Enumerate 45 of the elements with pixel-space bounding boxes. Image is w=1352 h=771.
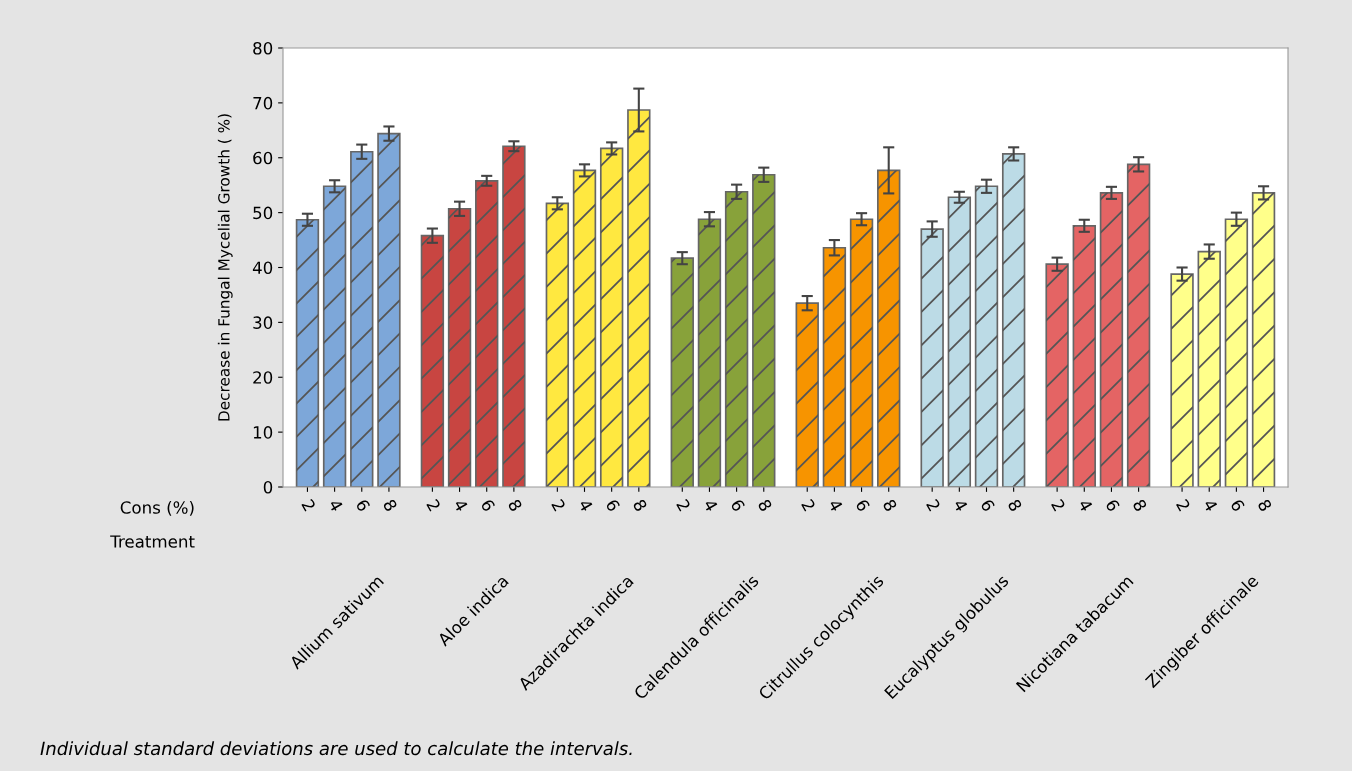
x-tick-label: 6: [355, 498, 371, 513]
y-axis-title: Decrease in Fungal Mycelial Growth ( %): [217, 114, 233, 421]
y-tick-label: 20: [253, 371, 273, 384]
text: Cons (%): [120, 500, 194, 516]
text: Treatment: [110, 535, 195, 548]
x-tick-label: 6: [480, 498, 496, 513]
x-tick-label: 4: [1078, 498, 1094, 513]
x-tick-label: 8: [757, 498, 773, 513]
x-tick-label: 4: [328, 498, 344, 513]
x-tick-label: 6: [1105, 498, 1121, 513]
y-tick-label: 50: [253, 206, 273, 220]
x-tick-label: 2: [926, 498, 941, 512]
x-tick-label: 2: [676, 498, 691, 512]
x-tick-label: 4: [703, 498, 719, 513]
y-tick-label: 60: [253, 151, 273, 165]
x-tick-label: 4: [828, 498, 844, 513]
x-tick-label: 2: [551, 498, 566, 512]
x-tick-label: 8: [507, 498, 523, 513]
x-tick-label: 6: [605, 498, 621, 513]
x-tick-label: 8: [632, 498, 648, 513]
y-tick-label: 0: [263, 480, 273, 494]
x-tick-label: 2: [426, 498, 441, 512]
y-tick-label: 40: [252, 261, 273, 275]
x-tick-label: 2: [1176, 498, 1191, 512]
y-tick-label: 10: [253, 426, 273, 439]
x-tick-label: 4: [953, 498, 969, 513]
x-tick-label: 8: [382, 498, 398, 513]
x-tick-label: 4: [453, 498, 469, 513]
y-tick-label: 30: [253, 316, 273, 329]
x-tick-label: 8: [882, 498, 898, 513]
x-tick-label: 6: [1230, 498, 1246, 513]
x-tick-label: 2: [1051, 498, 1066, 512]
x-tick-label: 6: [855, 498, 871, 513]
y-tick-label: 70: [253, 96, 273, 110]
x-tick-label: 8: [1007, 498, 1023, 513]
x-tick-label: 4: [1203, 498, 1218, 513]
x-tick-label: 8: [1257, 498, 1273, 513]
text: Individual standard deviations are used to calculate the intervals.: [40, 741, 632, 756]
x-tick-label: 6: [980, 498, 996, 513]
x-tick-label: 4: [578, 498, 594, 513]
x-tick-label: 6: [730, 498, 746, 513]
x-tick-label: 2: [801, 498, 816, 512]
x-tick-label: 2: [301, 498, 316, 512]
x-tick-label: 8: [1132, 498, 1148, 513]
y-tick-label: 80: [253, 41, 273, 55]
